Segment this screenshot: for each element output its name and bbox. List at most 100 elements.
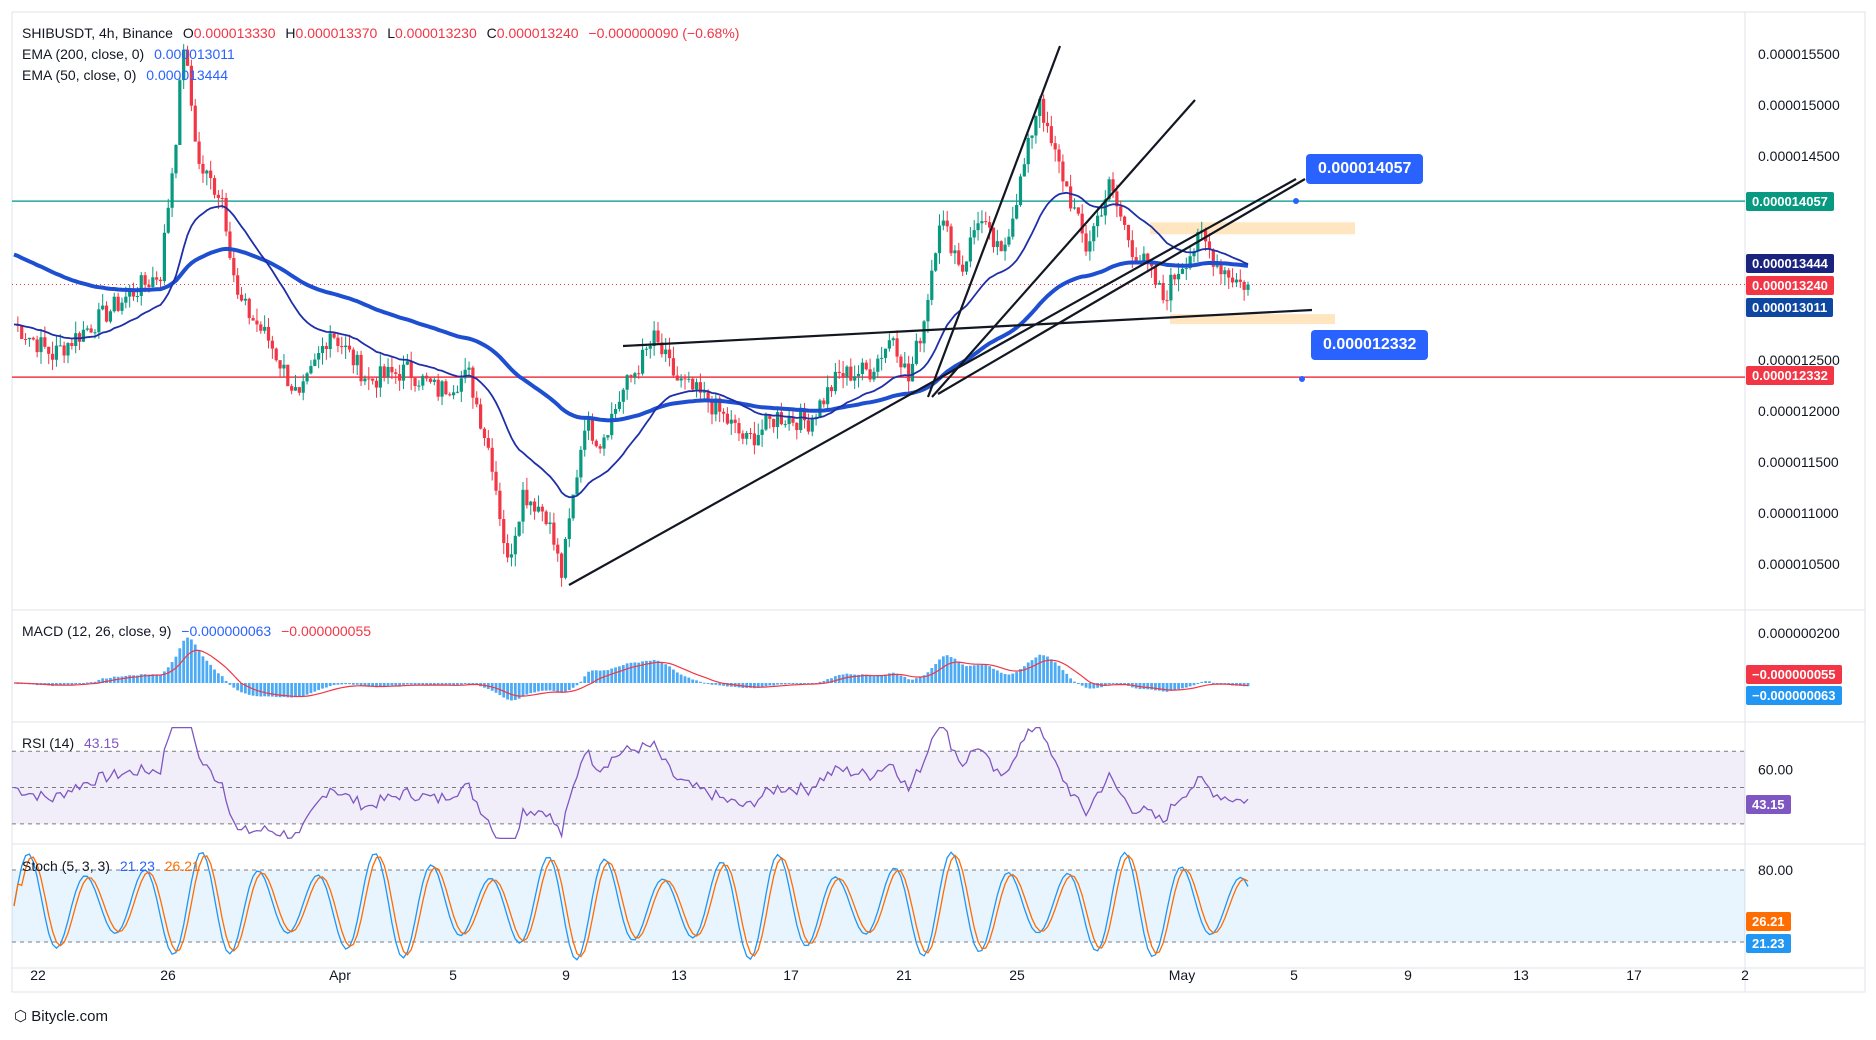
stoch-axis-tick: 80.00 (1758, 862, 1793, 878)
price-tick-label: 0.000012500 (1758, 352, 1840, 368)
candle-body (197, 141, 201, 164)
macd-histogram-bar (413, 683, 417, 685)
support-callout[interactable]: 0.000012332 (1311, 330, 1429, 360)
macd-histogram-bar (432, 683, 436, 685)
macd-histogram-bar (205, 660, 209, 683)
candle-body (583, 430, 587, 450)
macd-histogram-bar (124, 675, 128, 683)
candle-body (131, 290, 136, 297)
candle-body (1080, 213, 1084, 234)
time-tick-label: 25 (1009, 967, 1025, 983)
macd-histogram-bar (259, 683, 263, 697)
macd-histogram-bar (525, 683, 529, 695)
candle-body (540, 506, 544, 512)
rsi-line (13, 726, 1249, 840)
candle-body (783, 424, 787, 426)
macd-histogram-bar (1165, 683, 1169, 692)
stoch-k-tag: 21.23 (1746, 934, 1791, 953)
macd-histogram-bar (517, 683, 521, 699)
candle-body (81, 329, 86, 342)
candle-body (220, 197, 224, 199)
candle-body (934, 253, 938, 271)
candle-body (1219, 263, 1223, 275)
macd-histogram-bar (201, 656, 205, 683)
macd-histogram-bar (1088, 683, 1092, 689)
candle-body (895, 338, 899, 357)
macd-histogram-bar (567, 683, 571, 691)
header-legend: SHIBUSDT, 4h, Binance O0.000013330 H0.00… (22, 24, 739, 42)
macd-histogram-bar (1196, 683, 1200, 684)
macd-histogram-bar (220, 676, 224, 683)
support-anchor-dot (1299, 376, 1305, 382)
candle-body (548, 522, 552, 525)
macd-histogram-bar (972, 665, 976, 683)
candle-body (1015, 205, 1019, 219)
macd-histogram-bar (826, 679, 830, 683)
macd-histogram-bar (652, 659, 656, 683)
candle-body (1011, 218, 1015, 237)
candle-body (567, 518, 571, 540)
candle-body (563, 539, 568, 578)
macd-histogram-bar (58, 683, 62, 686)
macd-histogram-bar (722, 683, 725, 686)
candle-body (1130, 240, 1134, 258)
macd-histogram-bar (1192, 683, 1196, 686)
macd-histogram-bar (463, 683, 467, 684)
macd-histogram-bar (1208, 681, 1211, 683)
candle-body (228, 231, 232, 258)
rsi-value-tag: 43.15 (1746, 795, 1791, 814)
candle-body (745, 433, 749, 439)
candle-body (332, 333, 336, 338)
candle-body (251, 318, 255, 321)
macd-histogram-bar (309, 683, 313, 694)
candle-body (166, 207, 170, 233)
stoch-label: Stoch (5, 3, 3) (22, 858, 110, 874)
macd-histogram-bar (868, 675, 872, 683)
macd-histogram-bar (155, 674, 159, 683)
macd-histogram-bar (1061, 670, 1065, 683)
candle-body (1061, 161, 1065, 182)
resistance-callout[interactable]: 0.000014057 (1306, 154, 1424, 184)
macd-histogram-bar (143, 674, 147, 683)
macd-histogram-bar (120, 676, 124, 683)
macd-histogram-bar (1115, 683, 1119, 684)
candle-body (1088, 241, 1092, 252)
candle-body (1173, 274, 1177, 280)
macd-value-tag: −0.000000063 (1746, 686, 1842, 705)
candle-body (305, 373, 309, 382)
candle-body (506, 543, 510, 558)
macd-histogram-bar (1053, 662, 1057, 683)
chart-frame (11, 11, 1866, 993)
candle-body (899, 356, 903, 368)
macd-histogram-bar (166, 667, 170, 683)
macd-histogram-bar (988, 666, 992, 683)
macd-histogram-bar (367, 683, 371, 687)
macd-histogram-bar (243, 683, 247, 694)
candle-body (74, 333, 78, 346)
candle-body (822, 400, 826, 405)
macd-histogram-bar (456, 683, 459, 686)
candle-body (401, 364, 406, 381)
macd-histogram-bar (1111, 683, 1115, 684)
candle-body (467, 367, 471, 370)
candle-body (328, 333, 332, 350)
macd-histogram-bar (105, 678, 108, 683)
candle-body (112, 296, 116, 312)
candle-body (371, 378, 375, 381)
macd-signal-line (14, 649, 1249, 698)
candle-body (602, 437, 606, 449)
ema50-line (13, 191, 1249, 499)
candle-body (876, 358, 880, 372)
candle-body (189, 65, 193, 106)
macd-histogram-bar (938, 659, 941, 683)
macd-histogram-bar (1157, 683, 1161, 691)
candle-body (937, 225, 942, 254)
time-tick-label: 13 (671, 967, 687, 983)
candle-body (795, 422, 799, 431)
candle-body (1227, 270, 1231, 278)
ema50-legend: EMA (50, close, 0) 0.000013444 (22, 66, 228, 84)
macd-histogram-bar (926, 672, 930, 683)
macd-histogram-bar (633, 662, 637, 683)
macd-histogram-bar (625, 663, 629, 683)
price-tick-label: 0.000015000 (1758, 97, 1840, 113)
